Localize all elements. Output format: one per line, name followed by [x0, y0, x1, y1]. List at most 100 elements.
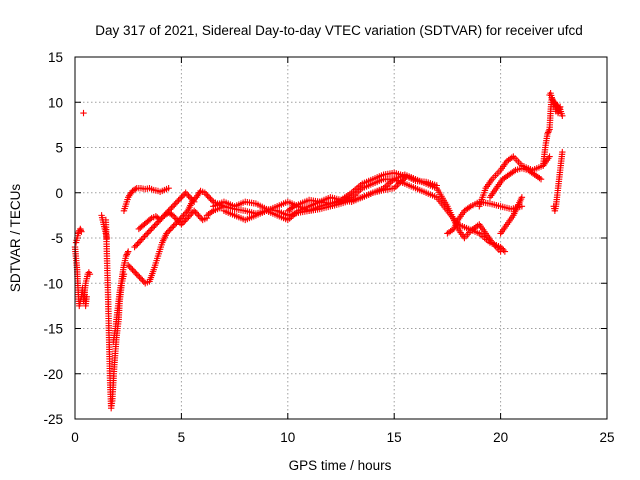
data-point	[183, 215, 191, 222]
data-point	[190, 207, 198, 215]
data-point	[208, 197, 216, 204]
data-point	[201, 189, 209, 196]
data-point	[162, 210, 169, 218]
data-point	[149, 224, 157, 231]
data-point	[165, 207, 172, 215]
plot-frame	[74, 56, 608, 420]
data-point	[86, 271, 94, 278]
data-point	[142, 231, 150, 239]
data-point	[204, 192, 211, 199]
x-tick-label: 20	[493, 430, 508, 445]
series-track-p	[486, 165, 545, 201]
x-tick-label: 5	[178, 430, 186, 445]
data-point	[166, 206, 174, 213]
data-point	[127, 264, 135, 272]
data-point	[172, 215, 179, 222]
data-point	[497, 248, 504, 255]
data-point	[178, 194, 185, 201]
data-point	[170, 222, 177, 230]
data-point	[186, 194, 194, 201]
data-point	[145, 228, 152, 236]
series-track-t	[550, 148, 566, 215]
data-point	[178, 221, 185, 228]
data-point	[168, 224, 176, 231]
data-point	[183, 191, 191, 198]
data-point	[559, 112, 566, 120]
data-point	[144, 230, 151, 237]
x-tick-label: 10	[280, 430, 295, 445]
grid-layer	[75, 57, 607, 419]
data-point	[130, 267, 138, 275]
data-point	[133, 271, 140, 278]
data-point	[537, 175, 545, 183]
data-point	[190, 198, 198, 205]
data-point	[137, 237, 144, 245]
data-point	[167, 225, 174, 233]
data-point	[139, 277, 146, 284]
data-point	[146, 216, 154, 223]
data-point	[412, 175, 419, 183]
series-track-b	[81, 269, 94, 296]
data-point	[186, 212, 194, 219]
data-point	[161, 212, 168, 219]
data-point	[158, 215, 165, 222]
data-point	[164, 228, 172, 236]
data-point	[188, 195, 195, 202]
data-point	[180, 212, 187, 219]
data-point	[140, 278, 148, 285]
data-point	[132, 269, 139, 276]
data-point	[176, 195, 184, 202]
data-point	[152, 221, 160, 228]
data-layer	[71, 90, 566, 412]
series-track-i	[135, 189, 198, 233]
series-track-g	[125, 187, 228, 287]
data-point	[134, 240, 141, 248]
x-axis-label: GPS time / hours	[289, 458, 392, 473]
data-point	[178, 213, 186, 221]
data-point	[198, 215, 205, 222]
data-point	[181, 218, 188, 225]
data-point	[205, 194, 213, 201]
data-point	[193, 210, 201, 218]
data-point	[179, 192, 187, 199]
data-point	[498, 245, 506, 252]
data-point	[135, 239, 143, 246]
data-point	[544, 130, 551, 138]
chart-title: Day 317 of 2021, Sidereal Day-to-day VTE…	[95, 23, 582, 38]
data-point	[78, 228, 85, 235]
data-point	[124, 249, 131, 257]
y-tick-label: -10	[43, 276, 63, 291]
x-tick-label: 15	[387, 430, 402, 445]
data-point	[179, 219, 187, 227]
x-tick-label: 0	[71, 430, 79, 445]
data-point	[169, 212, 177, 219]
y-tick-label: 5	[55, 141, 63, 156]
data-point	[545, 127, 553, 135]
data-point	[138, 236, 145, 243]
data-point	[132, 242, 140, 249]
data-point	[183, 209, 190, 216]
series-outlier	[80, 109, 87, 117]
data-point	[83, 293, 90, 301]
data-point	[139, 234, 147, 242]
data-point	[182, 189, 189, 196]
series-track-l	[220, 171, 504, 255]
data-point	[207, 195, 214, 202]
data-point	[175, 218, 182, 225]
series-track-a2	[72, 225, 85, 246]
data-point	[518, 194, 526, 201]
data-point	[171, 213, 178, 221]
data-point	[181, 210, 189, 218]
data-point	[136, 274, 143, 281]
data-point	[163, 230, 170, 237]
data-point	[173, 216, 181, 224]
y-tick-label: 0	[55, 186, 63, 201]
series-track-m	[284, 169, 419, 215]
y-tick-label: -5	[51, 231, 63, 246]
data-point	[559, 148, 566, 156]
data-point	[175, 197, 182, 204]
data-point	[126, 263, 133, 270]
series-track-q	[497, 194, 526, 237]
y-tick-label: -25	[43, 412, 63, 427]
